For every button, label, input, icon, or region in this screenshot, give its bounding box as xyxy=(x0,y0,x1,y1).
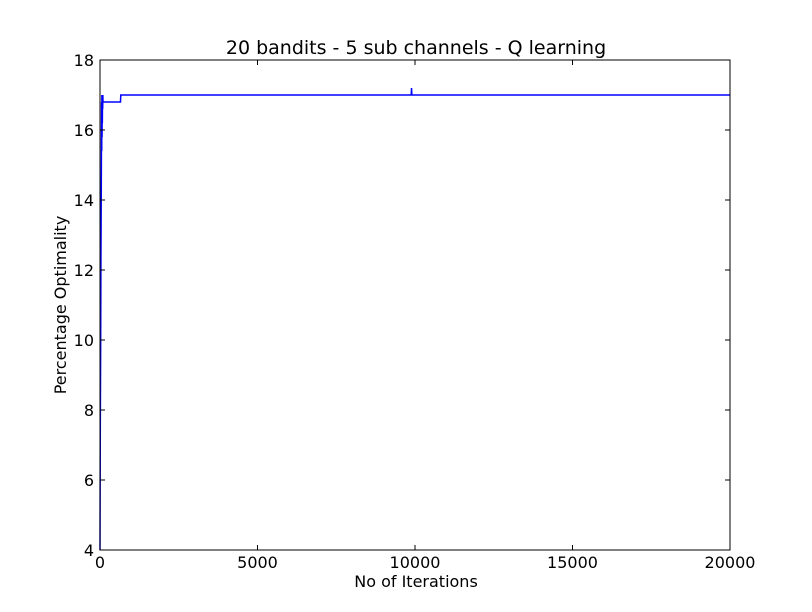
series-line-0 xyxy=(99,87,730,551)
x-tick-label: 20000 xyxy=(705,553,756,572)
x-tick-label: 5000 xyxy=(237,553,278,572)
y-tick-label: 14 xyxy=(74,191,94,210)
x-tick-label: 10000 xyxy=(390,553,441,572)
x-axis-label: No of Iterations xyxy=(354,572,478,591)
y-tick-label: 8 xyxy=(84,401,94,420)
y-axis-label: Percentage Optimality xyxy=(51,216,70,395)
x-tick-label: 15000 xyxy=(547,553,598,572)
plot-area xyxy=(99,87,730,551)
y-tick-label: 16 xyxy=(74,121,94,140)
x-tick-label: 0 xyxy=(95,553,105,572)
y-tick-label: 4 xyxy=(84,541,94,560)
plot-frame xyxy=(99,59,731,551)
y-tick-label: 6 xyxy=(84,471,94,490)
chart-title: 20 bandits - 5 sub channels - Q learning xyxy=(226,37,606,59)
y-tick-label: 12 xyxy=(74,261,94,280)
y-tick-label: 10 xyxy=(74,331,94,350)
axis-ticks: 0 5000 10000 15000 20000 4 6 8 10 12 14 16 18 xyxy=(74,51,756,572)
y-tick-label: 18 xyxy=(74,51,94,70)
